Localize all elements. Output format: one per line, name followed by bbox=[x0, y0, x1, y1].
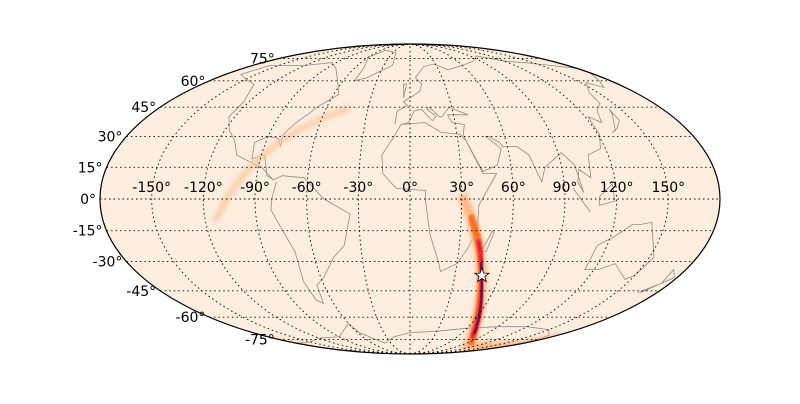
meridian-line bbox=[409, 44, 618, 354]
longitude-labels: -150° -120° -90° -60° -30° 0° 30° 60° 90° 120° 150… bbox=[132, 180, 685, 196]
coastline bbox=[353, 49, 397, 82]
lat-label: -15° bbox=[73, 224, 103, 240]
coastline bbox=[480, 229, 495, 252]
lat-label: 60° bbox=[181, 74, 206, 90]
lon-label: 120° bbox=[600, 180, 634, 196]
coastline bbox=[228, 62, 340, 181]
lon-label: -30° bbox=[343, 180, 373, 196]
map-background bbox=[100, 44, 720, 354]
lon-label: -90° bbox=[240, 180, 270, 196]
coastline bbox=[400, 72, 605, 193]
lon-label: 0° bbox=[402, 180, 418, 196]
meridian-line bbox=[409, 44, 669, 354]
lon-label: -150° bbox=[132, 180, 171, 196]
lon-label: 30° bbox=[449, 180, 474, 196]
lon-label: 150° bbox=[651, 180, 685, 196]
meridian-line bbox=[254, 44, 411, 354]
map-border bbox=[99, 43, 721, 355]
lat-label: 75° bbox=[250, 52, 275, 68]
coastline bbox=[394, 55, 577, 125]
meridian-line bbox=[409, 44, 463, 354]
lon-label: -120° bbox=[184, 180, 223, 196]
latitude-labels: 75° 60° 45° 30° 15° 0° -15° -30°-45° -60° -75° bbox=[73, 52, 275, 349]
star-marker bbox=[473, 266, 491, 283]
graticule bbox=[100, 44, 720, 354]
lat-label: 15° bbox=[78, 160, 103, 176]
meridian-line bbox=[202, 44, 411, 354]
coastline bbox=[296, 323, 550, 344]
coastline bbox=[402, 83, 407, 99]
lat-label: -30° bbox=[93, 255, 123, 271]
lon-label: -60° bbox=[292, 180, 322, 196]
coastline bbox=[637, 268, 675, 293]
coastline bbox=[584, 221, 655, 280]
lat-label: 30° bbox=[98, 129, 123, 145]
coastline bbox=[572, 188, 591, 212]
meridian-line bbox=[409, 44, 566, 354]
lat-label: -45° bbox=[126, 284, 156, 300]
coastline bbox=[270, 175, 351, 305]
lat-label: -60° bbox=[176, 310, 206, 326]
lat-label: -75° bbox=[245, 332, 275, 348]
coastline bbox=[608, 108, 620, 133]
meridian-line bbox=[357, 44, 411, 354]
lon-label: 90° bbox=[553, 180, 578, 196]
lon-label: 60° bbox=[501, 180, 526, 196]
coastline bbox=[598, 183, 616, 206]
lat-label: 0° bbox=[80, 192, 96, 208]
lat-label: 45° bbox=[131, 100, 156, 116]
star-icon bbox=[473, 266, 491, 283]
meridian-line bbox=[151, 44, 411, 354]
